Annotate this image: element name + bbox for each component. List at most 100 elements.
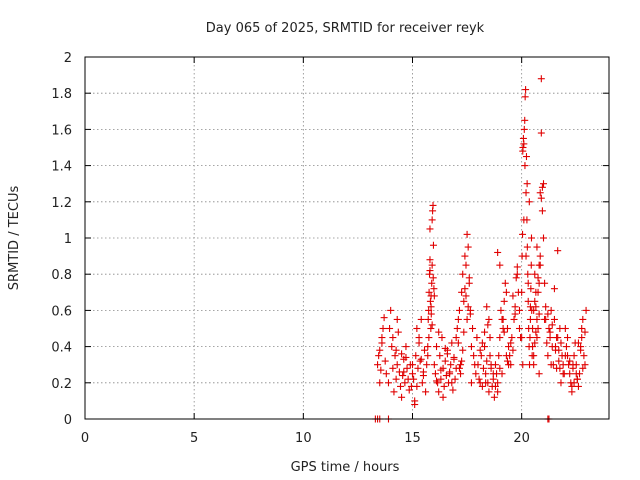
data-point (566, 370, 574, 378)
data-point (543, 339, 551, 347)
data-point (513, 263, 521, 271)
data-point (461, 252, 469, 260)
data-point (536, 261, 544, 269)
data-point (410, 375, 418, 383)
data-point (534, 325, 542, 332)
data-point (424, 315, 432, 323)
data-point (481, 328, 489, 336)
data-point (472, 370, 480, 378)
data-point (518, 288, 526, 296)
data-point (413, 382, 421, 390)
data-point (483, 303, 491, 311)
data-point (380, 314, 388, 322)
data-point (490, 393, 498, 401)
data-point (427, 303, 435, 311)
data-point (523, 180, 531, 188)
data-point (463, 315, 471, 323)
data-point (462, 261, 470, 269)
data-point (529, 343, 537, 351)
data-point (519, 361, 527, 369)
data-point (435, 328, 443, 336)
data-point (378, 339, 386, 347)
data-point (477, 352, 485, 360)
data-point (502, 352, 510, 360)
data-point (467, 343, 475, 351)
x-tick-label: 0 (81, 431, 89, 446)
data-point (425, 288, 433, 296)
data-point (482, 370, 490, 378)
data-point (534, 288, 542, 296)
data-point (532, 328, 540, 336)
data-point (429, 274, 437, 282)
data-point (533, 243, 541, 251)
data-point (387, 306, 395, 314)
data-point (564, 352, 572, 360)
data-point (457, 370, 465, 378)
data-point (403, 364, 411, 372)
data-point (453, 325, 461, 332)
data-point (521, 93, 529, 101)
data-point (463, 230, 471, 238)
data-point (424, 352, 432, 360)
data-point (393, 361, 401, 369)
data-point (478, 382, 486, 390)
data-point (433, 343, 441, 351)
x-tick-label: 20 (513, 431, 530, 446)
data-point (537, 75, 545, 83)
data-point (511, 303, 519, 311)
data-point (411, 401, 419, 409)
data-point (426, 297, 434, 305)
data-point (557, 339, 565, 347)
data-point (505, 343, 513, 351)
data-point (402, 343, 410, 351)
data-point (525, 198, 533, 206)
data-point (494, 379, 502, 387)
data-point (458, 288, 466, 296)
data-point (489, 370, 497, 378)
data-point (455, 364, 463, 372)
data-point (448, 339, 456, 347)
data-point (494, 388, 502, 396)
data-point (544, 310, 552, 318)
data-point (535, 310, 543, 318)
data-point (437, 375, 445, 383)
data-point (416, 357, 424, 365)
data-point (520, 140, 528, 148)
data-point (556, 364, 564, 372)
y-tick-label: 0.2 (51, 377, 72, 392)
data-point (541, 279, 549, 287)
data-point (423, 361, 431, 369)
data-point (454, 315, 462, 323)
data-point (381, 357, 389, 365)
data-point (376, 346, 384, 354)
data-point (449, 386, 457, 394)
data-point (469, 325, 477, 332)
data-point (552, 343, 560, 351)
data-point (553, 334, 561, 342)
data-point (496, 364, 504, 372)
data-point (413, 325, 421, 332)
data-point (389, 334, 397, 342)
data-point (425, 334, 433, 342)
data-point (475, 375, 483, 383)
data-point (562, 343, 570, 351)
data-point (446, 370, 454, 378)
data-point (436, 352, 444, 360)
data-point (457, 361, 465, 369)
y-tick-label: 1.6 (51, 123, 72, 138)
data-point (579, 364, 587, 372)
data-point (470, 352, 478, 360)
data-point (511, 310, 519, 318)
data-point (388, 343, 396, 351)
data-point (510, 315, 518, 323)
data-point (574, 339, 582, 347)
data-point (439, 393, 447, 401)
data-point (540, 234, 547, 242)
data-point (487, 361, 495, 369)
data-point (526, 334, 534, 342)
data-point (495, 352, 503, 360)
y-tick-label: 0 (64, 413, 72, 428)
data-points (371, 75, 590, 423)
data-point (398, 350, 406, 358)
data-point (522, 153, 530, 161)
